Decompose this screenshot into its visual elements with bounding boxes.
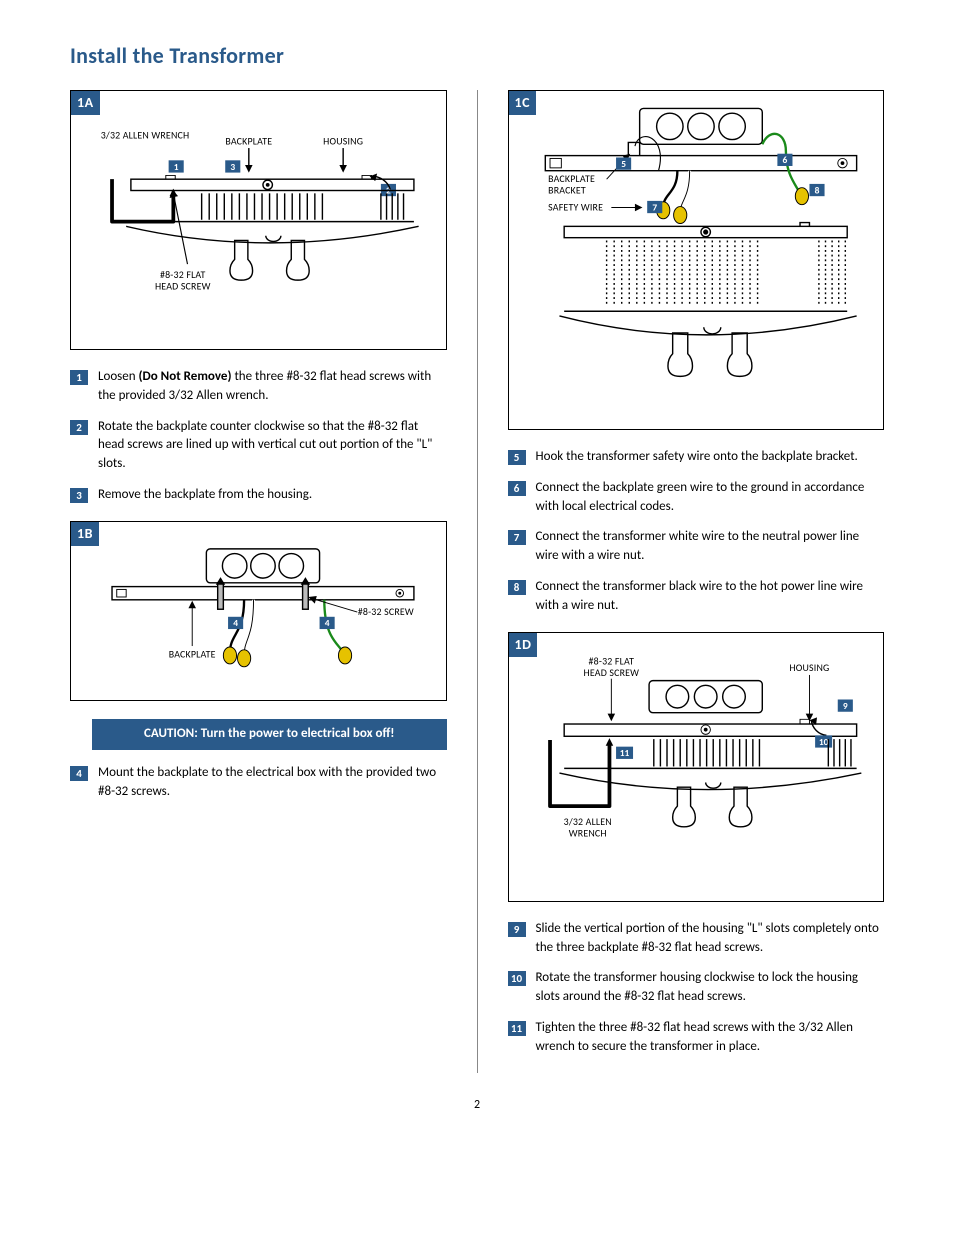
figure-1d: 1D #8-32 FLATHEAD SCREW HOUSING 3/32 ALL… xyxy=(508,632,885,902)
step-text: Remove the backplate from the housing. xyxy=(98,486,447,505)
step-text: Connect the transformer black wire to th… xyxy=(536,578,885,616)
step-text: Connect the transformer white wire to th… xyxy=(536,528,885,566)
figure-1b-svg: 4 4 #8-32 SCREW BACKPLATE xyxy=(79,530,438,690)
svg-text:1: 1 xyxy=(174,161,179,173)
step-item: 3 Remove the backplate from the housing. xyxy=(70,486,447,505)
step-text: Loosen (Do Not Remove) the three #8-32 f… xyxy=(98,368,447,406)
figure-badge-1d: 1D xyxy=(509,633,538,657)
figure-badge-1b: 1B xyxy=(71,522,99,546)
figure-1c: 1C BACKPLATEBRACKET SAFETY WIRE xyxy=(508,90,885,430)
step-text: Tighten the three #8-32 flat head screws… xyxy=(536,1019,885,1057)
column-divider xyxy=(477,90,478,1073)
svg-text:10: 10 xyxy=(818,736,828,748)
step-item: 1 Loosen (Do Not Remove) the three #8-32… xyxy=(70,368,447,406)
step-item: 4 Mount the backplate to the electrical … xyxy=(70,764,447,802)
step-text: Connect the backplate green wire to the … xyxy=(536,479,885,517)
svg-text:6: 6 xyxy=(782,154,787,166)
steps-1d: 9 Slide the vertical portion of the housi… xyxy=(508,920,885,1057)
svg-text:#8-32 SCREW: #8-32 SCREW xyxy=(358,606,414,618)
svg-text:3/32 ALLENWRENCH: 3/32 ALLENWRENCH xyxy=(563,816,611,839)
svg-text:BACKPLATE: BACKPLATE xyxy=(169,648,216,660)
left-column: 1A 3/32 ALLEN WRENCH BACKPLATE HOUSING #… xyxy=(70,90,447,1073)
figure-1b: 1B xyxy=(70,521,447,701)
right-column: 1C BACKPLATEBRACKET SAFETY WIRE xyxy=(508,90,885,1073)
svg-text:#8-32 FLATHEAD SCREW: #8-32 FLATHEAD SCREW xyxy=(583,655,639,678)
step-text: Mount the backplate to the electrical bo… xyxy=(98,764,447,802)
svg-text:SAFETY WIRE: SAFETY WIRE xyxy=(548,201,603,213)
figure-1d-svg: #8-32 FLATHEAD SCREW HOUSING 3/32 ALLENW… xyxy=(517,641,876,886)
svg-text:9: 9 xyxy=(842,700,847,712)
svg-text:BACKPLATEBRACKET: BACKPLATEBRACKET xyxy=(548,173,595,196)
svg-text:7: 7 xyxy=(652,201,657,213)
step-number: 7 xyxy=(508,530,526,545)
step-item: 8 Connect the transformer black wire to t… xyxy=(508,578,885,616)
caution-box: CAUTION: Turn the power to electrical bo… xyxy=(92,719,447,750)
step-number: 10 xyxy=(508,971,526,986)
svg-text:#8-32 FLATHEAD SCREW: #8-32 FLATHEAD SCREW xyxy=(155,269,211,292)
step-text: Rotate the transformer housing clockwise… xyxy=(536,969,885,1007)
step-item: 10 Rotate the transformer housing clockwi… xyxy=(508,969,885,1007)
step-item: 11 Tighten the three #8-32 flat head scre… xyxy=(508,1019,885,1057)
steps-1b: 4 Mount the backplate to the electrical … xyxy=(70,764,447,802)
svg-text:11: 11 xyxy=(619,747,629,759)
step-number: 6 xyxy=(508,481,526,496)
step-item: 5 Hook the transformer safety wire onto t… xyxy=(508,448,885,467)
step-number: 9 xyxy=(508,922,526,937)
steps-1c: 5 Hook the transformer safety wire onto t… xyxy=(508,448,885,616)
svg-text:3: 3 xyxy=(230,161,235,173)
step-number: 3 xyxy=(70,488,88,503)
figure-badge-1c: 1C xyxy=(509,91,537,115)
figure-1a: 1A 3/32 ALLEN WRENCH BACKPLATE HOUSING #… xyxy=(70,90,447,350)
step-text: Hook the transformer safety wire onto th… xyxy=(536,448,885,467)
step-item: 7 Connect the transformer white wire to t… xyxy=(508,528,885,566)
figure-1c-svg: BACKPLATEBRACKET SAFETY WIRE 5 6 7 8 xyxy=(517,99,876,410)
svg-text:5: 5 xyxy=(621,158,626,170)
svg-text:HOUSING: HOUSING xyxy=(789,662,829,674)
step-number: 4 xyxy=(70,766,88,781)
svg-text:8: 8 xyxy=(814,184,819,196)
figure-1a-svg: 3/32 ALLEN WRENCH BACKPLATE HOUSING #8-3… xyxy=(79,99,438,335)
svg-text:4: 4 xyxy=(233,617,238,629)
step-number: 1 xyxy=(70,370,88,385)
page-number: 2 xyxy=(70,1097,884,1114)
svg-text:HOUSING: HOUSING xyxy=(323,135,363,147)
page-title: Install the Transformer xyxy=(70,40,884,72)
svg-text:4: 4 xyxy=(325,617,330,629)
step-number: 11 xyxy=(508,1021,526,1036)
step-number: 5 xyxy=(508,450,526,465)
step-item: 6 Connect the backplate green wire to the… xyxy=(508,479,885,517)
step-item: 9 Slide the vertical portion of the housi… xyxy=(508,920,885,958)
svg-text:3/32 ALLEN WRENCH: 3/32 ALLEN WRENCH xyxy=(101,130,190,142)
step-number: 8 xyxy=(508,580,526,595)
svg-text:BACKPLATE: BACKPLATE xyxy=(225,135,272,147)
step-number: 2 xyxy=(70,420,88,435)
step-item: 2 Rotate the backplate counter clockwise… xyxy=(70,418,447,475)
two-column-layout: 1A 3/32 ALLEN WRENCH BACKPLATE HOUSING #… xyxy=(70,90,884,1073)
step-text: Rotate the backplate counter clockwise s… xyxy=(98,418,447,475)
steps-1a: 1 Loosen (Do Not Remove) the three #8-32… xyxy=(70,368,447,505)
figure-badge-1a: 1A xyxy=(71,91,100,115)
step-text: Slide the vertical portion of the housin… xyxy=(536,920,885,958)
